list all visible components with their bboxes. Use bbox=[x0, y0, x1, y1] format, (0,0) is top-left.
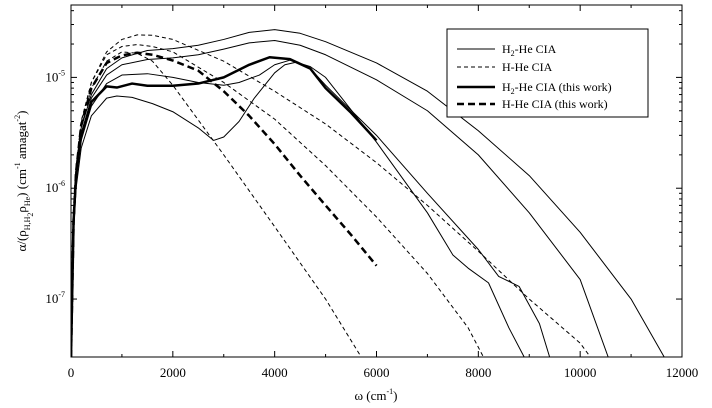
legend-label-hhe: H-He CIA bbox=[502, 60, 553, 74]
y-tick-label--6: 10-6 bbox=[45, 179, 65, 195]
x-tick-label-8000: 8000 bbox=[465, 365, 491, 380]
legend-box bbox=[446, 28, 649, 118]
series-line-3-thin-solid bbox=[71, 59, 525, 357]
x-axis-title: ω (cm-1) bbox=[354, 387, 397, 403]
x-tick-label-4000: 4000 bbox=[262, 365, 288, 380]
legend-label-h2he-this-work: H2-He CIA (this work) bbox=[502, 80, 612, 96]
series-line-8-thick-solid bbox=[71, 55, 378, 357]
series-line-9-thick-dashed bbox=[71, 51, 378, 357]
legend-label-h2he: H2-He CIA bbox=[502, 42, 557, 58]
x-tick-label-12000: 12000 bbox=[666, 365, 699, 380]
x-tick-label-0: 0 bbox=[68, 365, 75, 380]
y-axis-title: α/(ρH,H2ρHe) (cm-1 amagat-2) bbox=[13, 111, 35, 252]
x-axis: 0 2000 4000 6000 8000 10000 12000 bbox=[68, 5, 699, 380]
y-tick-label--7: 10-7 bbox=[45, 290, 65, 306]
series-line-7-thin-dashed bbox=[71, 51, 362, 357]
series-line-5-thin-dashed bbox=[71, 34, 591, 357]
y-tick-label--5: 10-5 bbox=[45, 68, 65, 84]
series-line-4-thin-solid bbox=[71, 61, 551, 357]
x-tick-label-10000: 10000 bbox=[564, 365, 597, 380]
x-tick-label-2000: 2000 bbox=[160, 365, 186, 380]
series-layer bbox=[71, 29, 665, 357]
legend: H2-He CIA H-He CIA H2-He CIA (this work)… bbox=[446, 28, 649, 118]
legend-label-hhe-this-work: H-He CIA (this work) bbox=[502, 97, 608, 111]
x-tick-label-6000: 6000 bbox=[364, 365, 390, 380]
y-axis: 10-7 10-6 10-5 bbox=[45, 10, 682, 306]
